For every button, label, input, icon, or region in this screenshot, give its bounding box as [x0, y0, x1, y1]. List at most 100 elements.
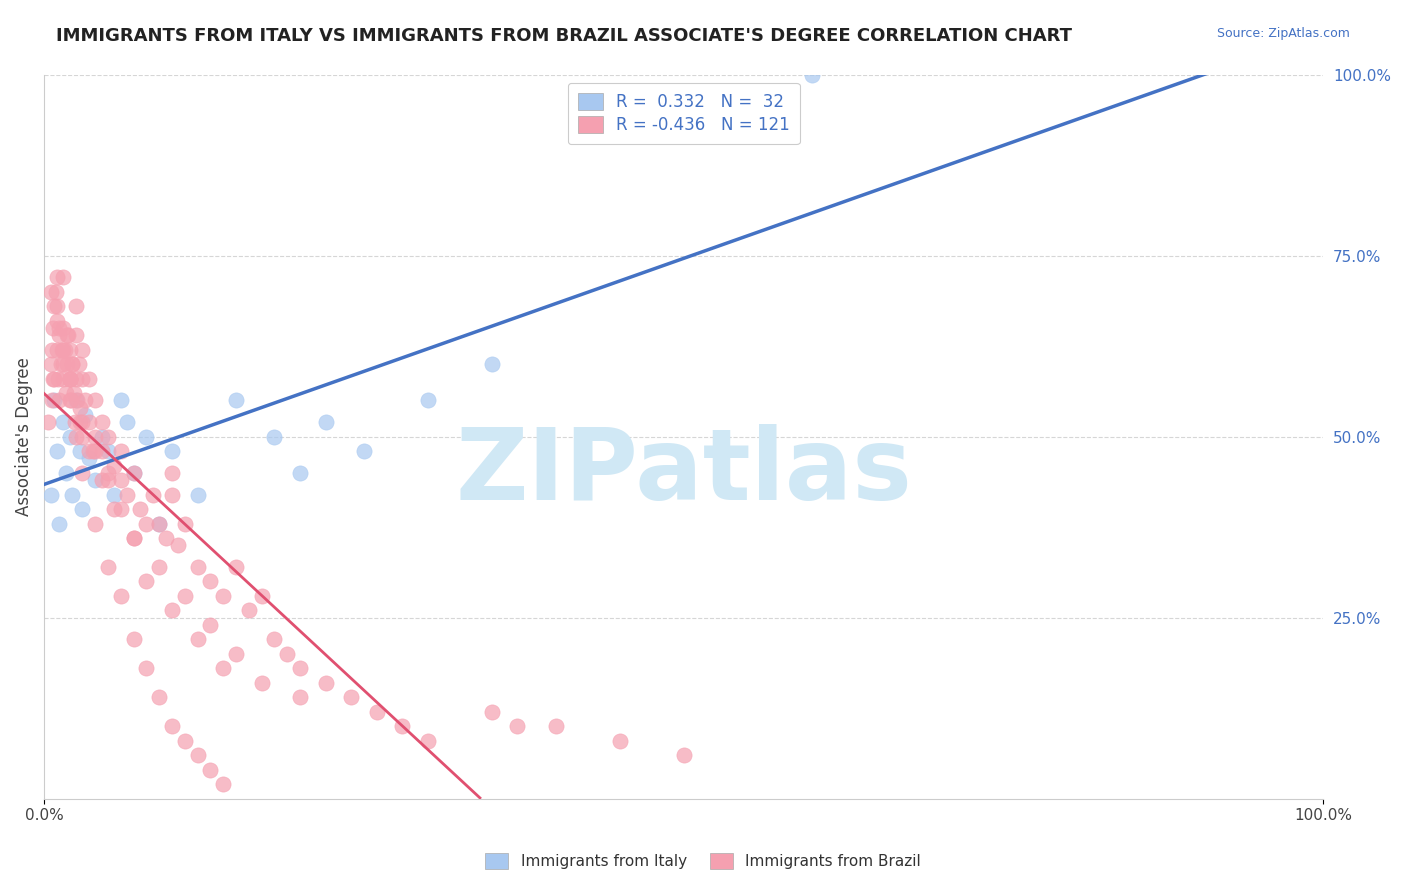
Point: [315, 676, 337, 690]
Point: [39, 285, 62, 299]
Point: [59, 343, 82, 357]
Point: [67, 357, 90, 371]
Point: [72, 415, 94, 429]
Point: [160, 466, 183, 480]
Point: [200, 574, 222, 589]
Point: [117, 415, 139, 429]
Point: [52, 415, 75, 429]
Point: [97, 444, 120, 458]
Point: [60, 357, 83, 371]
Point: [72, 372, 94, 386]
Point: [263, 632, 285, 647]
Point: [46, 372, 69, 386]
Point: [51, 343, 73, 357]
Point: [160, 444, 183, 458]
Point: [135, 430, 157, 444]
Point: [56, 328, 79, 343]
Point: [69, 444, 91, 458]
Point: [42, 372, 65, 386]
Point: [110, 393, 132, 408]
Point: [84, 473, 107, 487]
Point: [45, 285, 67, 299]
Point: [69, 401, 91, 415]
Point: [506, 719, 529, 733]
Point: [69, 415, 91, 429]
Point: [366, 705, 388, 719]
Point: [416, 734, 439, 748]
Point: [60, 357, 83, 371]
Point: [52, 357, 75, 371]
Text: Source: ZipAtlas.com: Source: ZipAtlas.com: [1216, 27, 1350, 40]
Point: [187, 632, 209, 647]
Point: [155, 531, 177, 545]
Point: [45, 314, 67, 328]
Point: [200, 763, 222, 777]
Point: [187, 560, 209, 574]
Point: [122, 632, 145, 647]
Point: [800, 68, 823, 82]
Point: [82, 444, 104, 458]
Point: [65, 299, 87, 313]
Point: [48, 321, 70, 335]
Point: [160, 603, 183, 617]
Point: [45, 299, 67, 313]
Point: [135, 661, 157, 675]
Point: [52, 343, 75, 357]
Point: [65, 393, 87, 408]
Point: [84, 516, 107, 531]
Point: [52, 270, 75, 285]
Point: [59, 372, 82, 386]
Point: [315, 415, 337, 429]
Point: [97, 473, 120, 487]
Point: [148, 516, 170, 531]
Point: [225, 393, 247, 408]
Point: [173, 589, 195, 603]
Point: [135, 574, 157, 589]
Point: [56, 357, 79, 371]
Point: [72, 430, 94, 444]
Point: [39, 487, 62, 501]
Point: [72, 466, 94, 480]
Point: [77, 372, 100, 386]
Point: [288, 690, 311, 705]
Point: [45, 444, 67, 458]
Point: [103, 487, 125, 501]
Point: [110, 589, 132, 603]
Point: [90, 444, 112, 458]
Point: [212, 777, 235, 791]
Point: [84, 393, 107, 408]
Point: [84, 444, 107, 458]
Point: [122, 531, 145, 545]
Point: [103, 502, 125, 516]
Point: [62, 386, 84, 401]
Point: [672, 748, 695, 763]
Point: [173, 516, 195, 531]
Point: [59, 372, 82, 386]
Point: [148, 690, 170, 705]
Point: [72, 502, 94, 516]
Point: [609, 734, 631, 748]
Point: [90, 473, 112, 487]
Point: [187, 748, 209, 763]
Point: [45, 270, 67, 285]
Point: [340, 690, 363, 705]
Point: [225, 647, 247, 661]
Point: [59, 430, 82, 444]
Point: [142, 487, 165, 501]
Point: [49, 357, 72, 371]
Point: [148, 516, 170, 531]
Point: [39, 357, 62, 371]
Point: [110, 444, 132, 458]
Point: [276, 647, 298, 661]
Point: [63, 415, 86, 429]
Point: [97, 466, 120, 480]
Point: [391, 719, 413, 733]
Point: [90, 415, 112, 429]
Point: [65, 430, 87, 444]
Point: [73, 408, 96, 422]
Point: [110, 502, 132, 516]
Point: [148, 560, 170, 574]
Point: [481, 357, 503, 371]
Y-axis label: Associate's Degree: Associate's Degree: [15, 357, 32, 516]
Point: [53, 343, 76, 357]
